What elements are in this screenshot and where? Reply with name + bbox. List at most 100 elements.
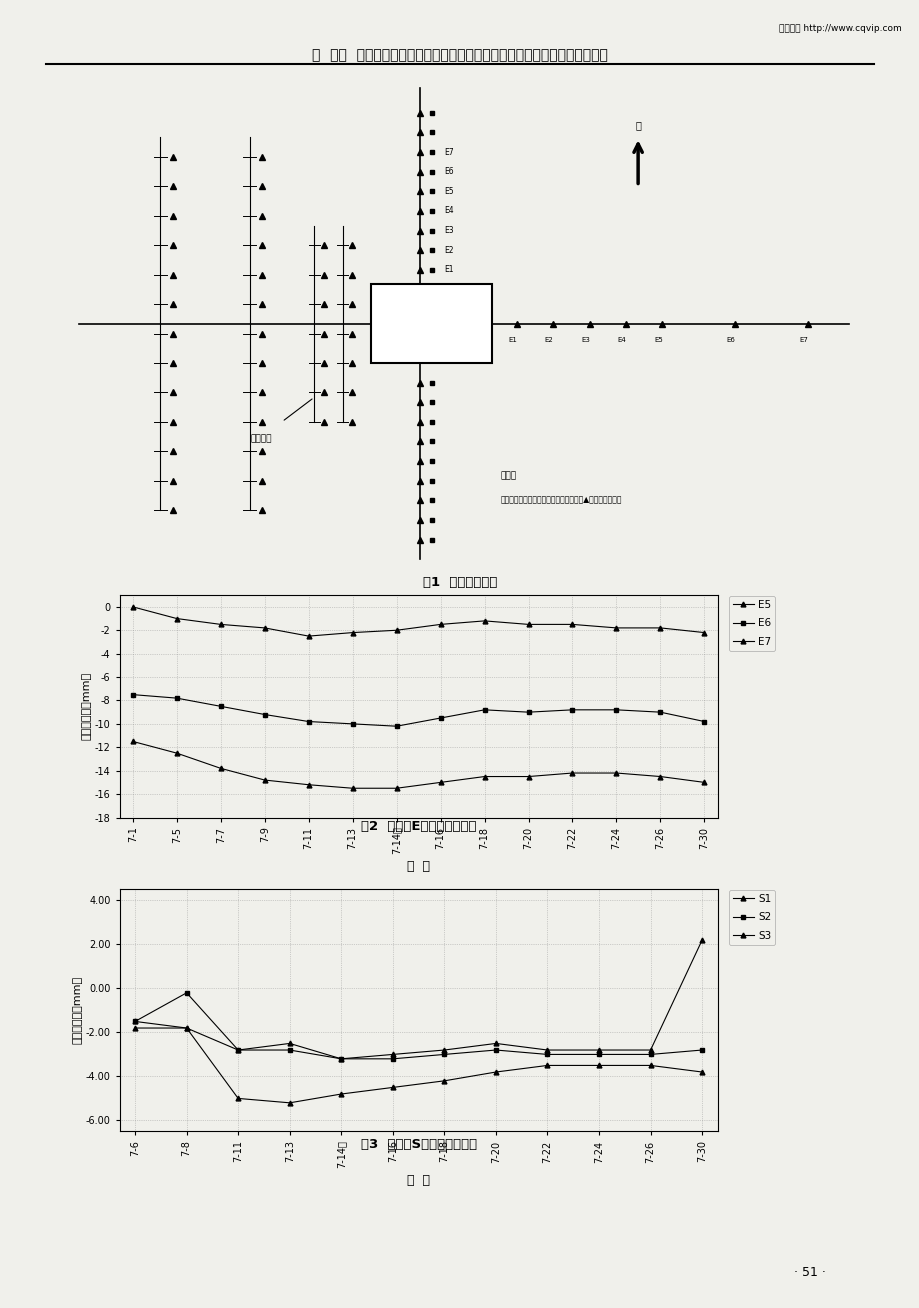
S1 (593, 1042, 604, 1058)
Text: E1: E1 (443, 266, 453, 275)
Text: E7: E7 (443, 148, 453, 157)
E7 (654, 769, 665, 785)
Text: E1: E1 (507, 337, 516, 344)
E6 (303, 714, 314, 730)
E7 (522, 769, 533, 785)
Line: S2: S2 (132, 990, 704, 1061)
E6 (479, 702, 490, 718)
Text: E2: E2 (443, 246, 453, 255)
E6 (435, 710, 446, 726)
E5 (435, 616, 446, 632)
E6 (346, 715, 357, 731)
E5 (259, 620, 270, 636)
S2 (438, 1046, 449, 1062)
S3 (181, 1020, 192, 1036)
Text: E6: E6 (443, 167, 453, 177)
E5 (127, 599, 138, 615)
Text: E6: E6 (726, 337, 735, 344)
E7 (171, 746, 182, 761)
S1 (387, 1046, 398, 1062)
S1 (490, 1036, 501, 1052)
S2 (284, 1042, 295, 1058)
S3 (335, 1086, 346, 1101)
E5 (346, 625, 357, 641)
E6 (127, 687, 138, 702)
Y-axis label: 累计沉降量（mm）: 累计沉降量（mm） (73, 976, 83, 1045)
E7 (435, 774, 446, 790)
Text: E7: E7 (799, 337, 808, 344)
Text: 图3  南竖井S方向沉降时承图: 图3 南竖井S方向沉降时承图 (360, 1138, 476, 1151)
S2 (233, 1042, 244, 1058)
S2 (181, 985, 192, 1001)
Text: · 51 ·: · 51 · (793, 1266, 824, 1279)
Bar (370, 285, 492, 362)
Line: E5: E5 (130, 604, 706, 638)
S3 (284, 1095, 295, 1110)
X-axis label: 日  期: 日 期 (406, 1173, 430, 1186)
E6 (171, 691, 182, 706)
Text: E2: E2 (544, 337, 553, 344)
E5 (215, 616, 226, 632)
Line: E6: E6 (130, 692, 706, 729)
S1 (438, 1042, 449, 1058)
E6 (391, 718, 402, 734)
E6 (698, 714, 709, 730)
S2 (696, 1042, 707, 1058)
E7 (127, 734, 138, 749)
E5 (610, 620, 621, 636)
E6 (566, 702, 577, 718)
Text: 北: 北 (634, 120, 641, 129)
E6 (610, 702, 621, 718)
Text: 每条测线所处位置距竖井内侧均第一点；▲表示一个断面。: 每条测线所处位置距竖井内侧均第一点；▲表示一个断面。 (500, 496, 621, 505)
Text: E3: E3 (581, 337, 589, 344)
S1 (335, 1052, 346, 1067)
S3 (541, 1058, 552, 1074)
Line: S3: S3 (132, 1019, 704, 1105)
S1 (130, 1020, 141, 1036)
Text: 地下管线: 地下管线 (251, 434, 272, 443)
E7 (391, 781, 402, 797)
E5 (303, 628, 314, 644)
S2 (644, 1046, 655, 1062)
Text: 备注：: 备注： (500, 471, 516, 480)
E5 (522, 616, 533, 632)
S3 (438, 1073, 449, 1088)
Text: E4: E4 (443, 207, 453, 216)
E7 (303, 777, 314, 793)
S1 (644, 1042, 655, 1058)
E6 (215, 698, 226, 714)
Text: E3: E3 (443, 226, 453, 235)
E5 (171, 611, 182, 627)
S2 (593, 1046, 604, 1062)
E7 (259, 772, 270, 787)
E5 (698, 625, 709, 641)
S2 (490, 1042, 501, 1058)
S2 (335, 1052, 346, 1067)
S3 (644, 1058, 655, 1074)
Legend: E5, E6, E7: E5, E6, E7 (728, 596, 775, 651)
Text: 黄  珂等  广州大学城供热供冷管道过江隧道工程明挖竖井施工的地表沉降控制: 黄 珂等 广州大学城供热供冷管道过江隧道工程明挖竖井施工的地表沉降控制 (312, 48, 607, 63)
Text: E4: E4 (617, 337, 626, 344)
Text: 图2  南竖井E方向沉降时承图: 图2 南竖井E方向沉降时承图 (360, 820, 476, 833)
S2 (541, 1046, 552, 1062)
E7 (566, 765, 577, 781)
S1 (696, 933, 707, 948)
S1 (284, 1036, 295, 1052)
E7 (215, 760, 226, 776)
Text: E5: E5 (443, 187, 453, 196)
Legend: S1, S2, S3: S1, S2, S3 (728, 889, 775, 944)
S1 (233, 1042, 244, 1058)
S3 (387, 1079, 398, 1095)
E7 (610, 765, 621, 781)
S2 (130, 1014, 141, 1029)
E5 (391, 623, 402, 638)
E5 (654, 620, 665, 636)
S2 (387, 1052, 398, 1067)
S3 (130, 1014, 141, 1029)
Line: E7: E7 (130, 739, 706, 790)
E5 (566, 616, 577, 632)
S3 (233, 1091, 244, 1107)
E7 (346, 781, 357, 797)
E6 (259, 706, 270, 722)
S3 (490, 1065, 501, 1080)
